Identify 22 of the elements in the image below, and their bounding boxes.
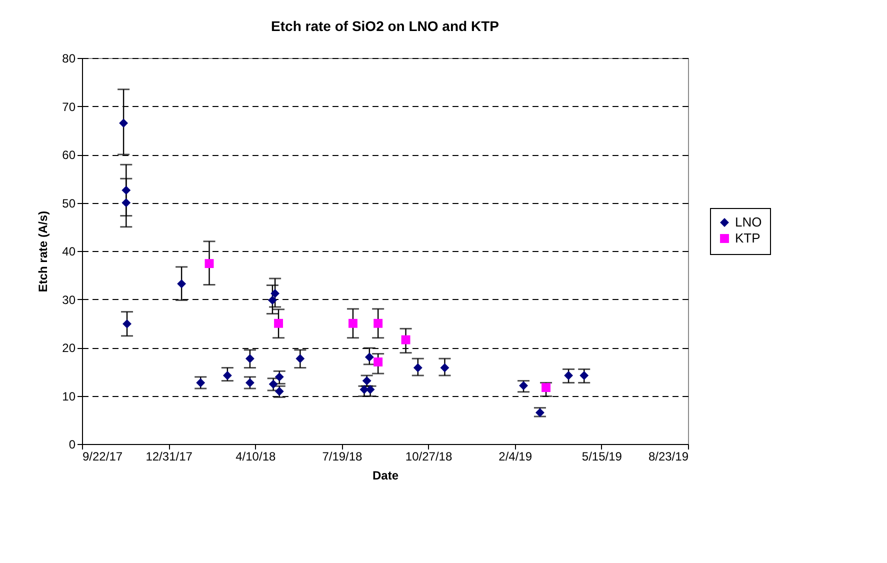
y-tick-label: 80 [62,52,76,66]
x-tick-label: 5/15/19 [582,450,622,464]
x-tick-label: 9/22/17 [82,450,123,464]
x-tick-label: 12/31/17 [146,450,193,464]
x-tick-label: 4/10/18 [236,450,276,464]
chart-title: Etch rate of SiO2 on LNO and KTP [271,18,499,34]
legend-label: KTP [735,230,760,246]
x-tick-label: 7/19/18 [322,450,363,464]
x-tick-label: 10/27/18 [405,450,452,464]
y-tick-label: 50 [62,196,76,210]
legend-label: LNO [735,214,762,230]
x-tick-label: 8/23/19 [648,450,689,464]
y-tick-label: 60 [62,148,76,162]
x-tick-label: 2/4/19 [498,450,532,464]
y-tick-label: 20 [62,341,76,355]
x-axis-title: Date [372,468,399,482]
y-tick-label: 40 [62,244,76,258]
y-axis-title: Etch rate (A/s) [36,210,50,292]
y-tick-label: 10 [62,389,76,404]
y-tick-label: 0 [68,438,76,452]
y-tick-label: 30 [62,292,76,307]
y-tick-label: 70 [62,100,76,114]
